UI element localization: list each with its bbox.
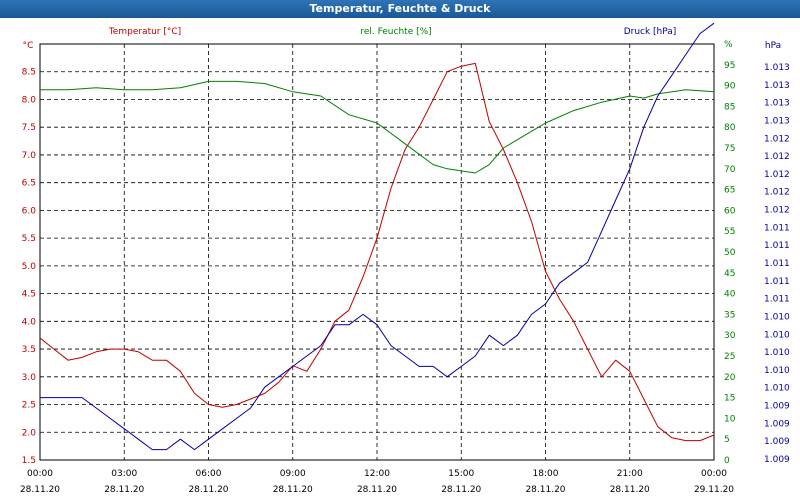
pressure-tick: 1.010 [764, 348, 790, 358]
series-layer [39, 22, 715, 451]
temperature-tick: 2.5 [22, 401, 36, 411]
temperature-tick: 5.5 [22, 234, 36, 244]
pressure-tick: 1.012 [764, 152, 790, 162]
humidity-tick: 95 [724, 61, 735, 71]
x-tick-time: 00:00 [701, 469, 727, 479]
x-tick-time: 09:00 [280, 469, 306, 479]
grid [40, 44, 714, 460]
temperature-tick: 2.0 [22, 428, 37, 438]
humidity-tick: 60 [724, 206, 736, 216]
humidity-series-line [40, 80, 715, 174]
pressure-tick: 1.013 [764, 81, 790, 91]
pressure-series-line [40, 22, 715, 451]
temperature-tick: 3.0 [22, 373, 37, 383]
window-title: Temperatur, Feuchte & Druck [0, 0, 800, 18]
x-tick-date: 28.11.20 [441, 485, 481, 495]
humidity-tick: 5 [724, 435, 730, 445]
pressure-tick: 1.011 [764, 259, 790, 269]
pressure-tick: 1.013 [764, 63, 790, 73]
temperature-tick: 8.5 [22, 68, 36, 78]
humidity-tick: 90 [724, 82, 736, 92]
humidity-tick: 50 [724, 248, 736, 258]
x-tick-time: 12:00 [364, 469, 390, 479]
x-tick-date: 28.11.20 [610, 485, 650, 495]
pressure-tick: 1.011 [764, 223, 790, 233]
x-tick-date: 28.11.20 [273, 485, 313, 495]
humidity-tick: 40 [724, 290, 736, 300]
humidity-tick: 35 [724, 310, 735, 320]
temperature-unit: °C [23, 41, 34, 51]
x-tick-date: 28.11.20 [104, 485, 144, 495]
humidity-tick: 10 [724, 414, 736, 424]
x-tick-time: 18:00 [533, 469, 559, 479]
humidity-tick: 20 [724, 373, 736, 383]
temperature-tick: 6.5 [22, 179, 36, 189]
chart: 00:00 28.11.20 03:00 28.11.20 06:00 28.11.20 0… [20, 22, 790, 495]
temperature-series-line [39, 62, 715, 442]
pressure-tick: 1.011 [764, 295, 790, 305]
temperature-tick: 8.0 [22, 95, 37, 105]
humidity-tick: 80 [724, 123, 736, 133]
pressure-tick: 1.009 [764, 419, 790, 429]
temperature-tick: 4.5 [22, 290, 36, 300]
x-tick-date: 28.11.20 [525, 485, 565, 495]
temperature-tick: 3.5 [22, 345, 36, 355]
humidity-tick: 85 [724, 102, 735, 112]
humidity-tick: 70 [724, 165, 736, 175]
x-tick-time: 21:00 [617, 469, 643, 479]
pressure-tick: 1.012 [764, 170, 790, 180]
temperature-axis-label: Temperatur [°C] [108, 27, 181, 37]
pressure-unit: hPa [765, 41, 781, 51]
pressure-tick: 1.013 [764, 99, 790, 109]
x-tick-date: 28.11.20 [357, 485, 397, 495]
temperature-tick: 4.0 [22, 317, 37, 327]
pressure-axis-label: Druck [hPa] [624, 27, 677, 37]
humidity-tick: 55 [724, 227, 735, 237]
pressure-tick: 1.011 [764, 241, 790, 251]
pressure-tick: 1.012 [764, 134, 790, 144]
temperature-tick: 7.0 [22, 151, 37, 161]
humidity-tick: 0 [724, 456, 730, 466]
x-tick-time: 15:00 [448, 469, 474, 479]
pressure-tick: 1.010 [764, 330, 790, 340]
x-tick-date: 28.11.20 [20, 485, 60, 495]
humidity-tick: 45 [724, 269, 735, 279]
pressure-tick: 1.010 [764, 366, 790, 376]
temperature-tick: 1.5 [22, 456, 36, 466]
pressure-tick: 1.011 [764, 277, 790, 287]
x-tick-date: 28.11.20 [188, 485, 228, 495]
pressure-tick: 1.012 [764, 206, 790, 216]
pressure-tick: 1.009 [764, 455, 790, 465]
x-tick-time: 06:00 [196, 469, 222, 479]
humidity-tick: 65 [724, 186, 735, 196]
humidity-tick: % [724, 40, 733, 50]
x-tick-date: 29.11.20 [694, 485, 734, 495]
pressure-tick: 1.009 [764, 437, 790, 447]
x-tick-time: 00:00 [27, 469, 53, 479]
humidity-tick: 25 [724, 352, 735, 362]
pressure-tick: 1.010 [764, 312, 790, 322]
axes-layer: 00:00 28.11.20 03:00 28.11.20 06:00 28.11.20 0… [20, 40, 790, 495]
pressure-tick: 1.012 [764, 188, 790, 198]
humidity-tick: 75 [724, 144, 735, 154]
pressure-tick: 1.009 [764, 402, 790, 412]
humidity-axis-label: rel. Feuchte [%] [360, 27, 431, 37]
temperature-tick: 5.0 [22, 262, 37, 272]
humidity-tick: 15 [724, 394, 735, 404]
temperature-tick: 6.0 [22, 206, 37, 216]
temperature-tick: 7.5 [22, 123, 36, 133]
pressure-tick: 1.010 [764, 384, 790, 394]
x-tick-time: 03:00 [111, 469, 137, 479]
pressure-tick: 1.013 [764, 116, 790, 126]
humidity-tick: 30 [724, 331, 736, 341]
